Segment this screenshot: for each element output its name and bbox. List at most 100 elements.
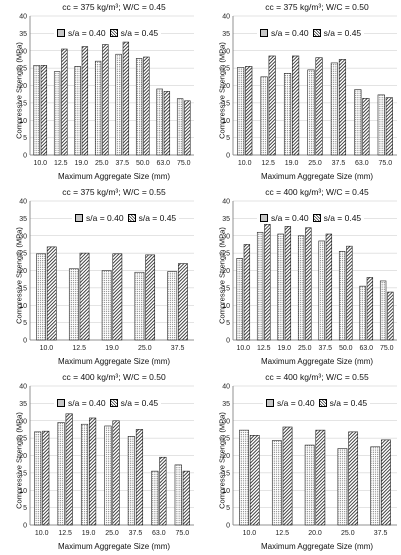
y-tick-label: 30: [222, 48, 230, 55]
y-tick-label: 20: [19, 268, 27, 275]
bar-sa-040: [74, 66, 81, 156]
y-tick-label: 5: [226, 135, 230, 142]
x-tick-label: 25.0: [341, 530, 355, 537]
bar-sa-045: [346, 245, 353, 341]
bar-sa-040: [104, 425, 112, 526]
bar-sa-045: [338, 59, 347, 156]
legend: s/a = 0.40 s/a = 0.45: [72, 211, 180, 224]
legend-label: s/a = 0.45: [323, 27, 362, 38]
y-tick-label: 10: [222, 488, 230, 495]
bar-sa-045: [112, 420, 120, 526]
y-tick-label: 10: [222, 118, 230, 125]
bar-sa-040: [239, 429, 249, 526]
y-tick-label: 15: [19, 470, 27, 477]
bar-sa-040: [33, 65, 40, 156]
chart-panel: 0 5 10 15 20 25 30 35 40 10.0 12.5 19.0 25.0 37.5 50.0…: [2, 2, 198, 185]
y-tick-label: 0: [23, 338, 27, 345]
bar-sa-045: [315, 429, 326, 526]
chart-panel: 0 5 10 15 20 25 30 35 40 10.0 12.5 19.0 25.0 37.5 63.0…: [2, 372, 198, 555]
chart-panel: 0 5 10 15 20 25 30 35 40 10.0 12.5 19.0 25.0 37.5 63.0…: [205, 2, 401, 185]
bar-sa-045: [46, 246, 57, 341]
x-tick-label: 19.0: [105, 345, 119, 352]
y-tick-label: 25: [222, 251, 230, 258]
bar-sa-045: [385, 97, 393, 156]
bar-sa-040: [359, 285, 366, 341]
y-tick-label: 0: [23, 523, 27, 530]
chart-svg: 0 5 10 15 20 25 30 35 40 10.0 12.5 19.0 25.0 37.5 50.0…: [19, 14, 194, 167]
x-axis-label: Maximum Aggregate Size (mm): [260, 357, 374, 366]
y-axis-label: Compressive Strength (MPa): [14, 42, 24, 139]
legend-label: s/a = 0.40: [271, 27, 309, 38]
bar-sa-045: [184, 100, 191, 156]
bar-sa-045: [245, 66, 253, 156]
bar-sa-040: [237, 67, 245, 156]
y-tick-label: 35: [19, 31, 27, 38]
y-tick-label: 30: [222, 233, 230, 240]
x-tick-label: 10.0: [35, 530, 49, 537]
bar-sa-045: [366, 277, 374, 341]
x-tick-label: 63.0: [359, 345, 373, 352]
x-tick-label: 19.0: [285, 160, 299, 167]
legend-swatch: [127, 213, 136, 222]
chart-svg: 0 5 10 15 20 25 30 35 40 10.0 12.5 19.0 25.0 37.5 63.0…: [19, 384, 194, 537]
y-tick-label: 20: [222, 83, 230, 90]
chart-svg: 0 5 10 15 20 25 30 35 40 10.0 12.5 20.0 25.0 37.5: [222, 384, 397, 537]
y-tick-label: 5: [23, 320, 27, 327]
y-tick-label: 15: [222, 470, 230, 477]
bar-sa-040: [370, 446, 381, 526]
y-tick-label: 15: [19, 285, 27, 292]
legend-swatch: [109, 28, 118, 37]
bar-sa-045: [42, 430, 50, 526]
y-tick-label: 10: [222, 303, 230, 310]
bar-sa-040: [256, 231, 264, 341]
x-tick-label: 25.0: [95, 160, 109, 167]
legend-swatch: [312, 28, 321, 37]
legend-label: s/a = 0.40: [86, 212, 124, 223]
legend-swatch: [266, 398, 274, 407]
bar-sa-040: [277, 233, 284, 341]
bar-sa-045: [143, 56, 150, 156]
y-axis-label: Compressive Strength (MPa): [217, 412, 227, 509]
legend: s/a = 0.40 s/a = 0.45: [263, 396, 371, 409]
bar-sa-045: [282, 426, 293, 526]
y-tick-label: 5: [23, 505, 27, 512]
legend-item: s/a = 0.45: [109, 27, 159, 38]
y-tick-label: 25: [19, 66, 27, 73]
legend-item: s/a = 0.40: [75, 213, 124, 223]
bar-sa-045: [145, 254, 156, 341]
legend-item: s/a = 0.40: [260, 28, 309, 38]
legend-swatch: [57, 398, 65, 407]
legend-label: s/a = 0.45: [323, 212, 362, 223]
x-tick-label: 12.5: [261, 160, 275, 167]
legend-item: s/a = 0.40: [57, 398, 106, 408]
bar-sa-040: [134, 271, 145, 341]
bar-sa-045: [81, 46, 89, 156]
legend-label: s/a = 0.45: [120, 27, 159, 38]
y-tick-label: 5: [226, 320, 230, 327]
bar-sa-045: [178, 263, 188, 341]
x-tick-label: 37.5: [332, 160, 346, 167]
x-tick-label: 19.0: [277, 345, 291, 352]
chart-panel: 0 5 10 15 20 25 30 35 40 10.0 12.5 20.0 25.0 37.5 cc =…: [205, 372, 401, 555]
legend-swatch: [260, 213, 268, 222]
y-tick-label: 10: [19, 303, 27, 310]
x-tick-label: 25.0: [138, 345, 152, 352]
y-tick-label: 25: [19, 436, 27, 443]
legend-label: s/a = 0.40: [68, 27, 106, 38]
bar-sa-040: [338, 251, 346, 341]
bar-sa-045: [325, 233, 333, 341]
legend-item: s/a = 0.40: [266, 398, 315, 408]
y-tick-label: 15: [222, 285, 230, 292]
x-tick-label: 63.0: [152, 530, 166, 537]
chart-title: cc = 375 kg/m³; W/C = 0.55: [62, 187, 166, 197]
x-tick-label: 12.5: [54, 160, 68, 167]
bar-sa-040: [135, 58, 143, 156]
bar-sa-040: [57, 422, 65, 526]
legend-item: s/a = 0.40: [260, 213, 309, 223]
y-tick-label: 0: [23, 153, 27, 160]
bar-sa-040: [80, 423, 89, 526]
bar-sa-045: [182, 470, 190, 526]
chart-title: cc = 375 kg/m³; W/C = 0.45: [62, 2, 166, 12]
x-tick-label: 50.0: [339, 345, 353, 352]
